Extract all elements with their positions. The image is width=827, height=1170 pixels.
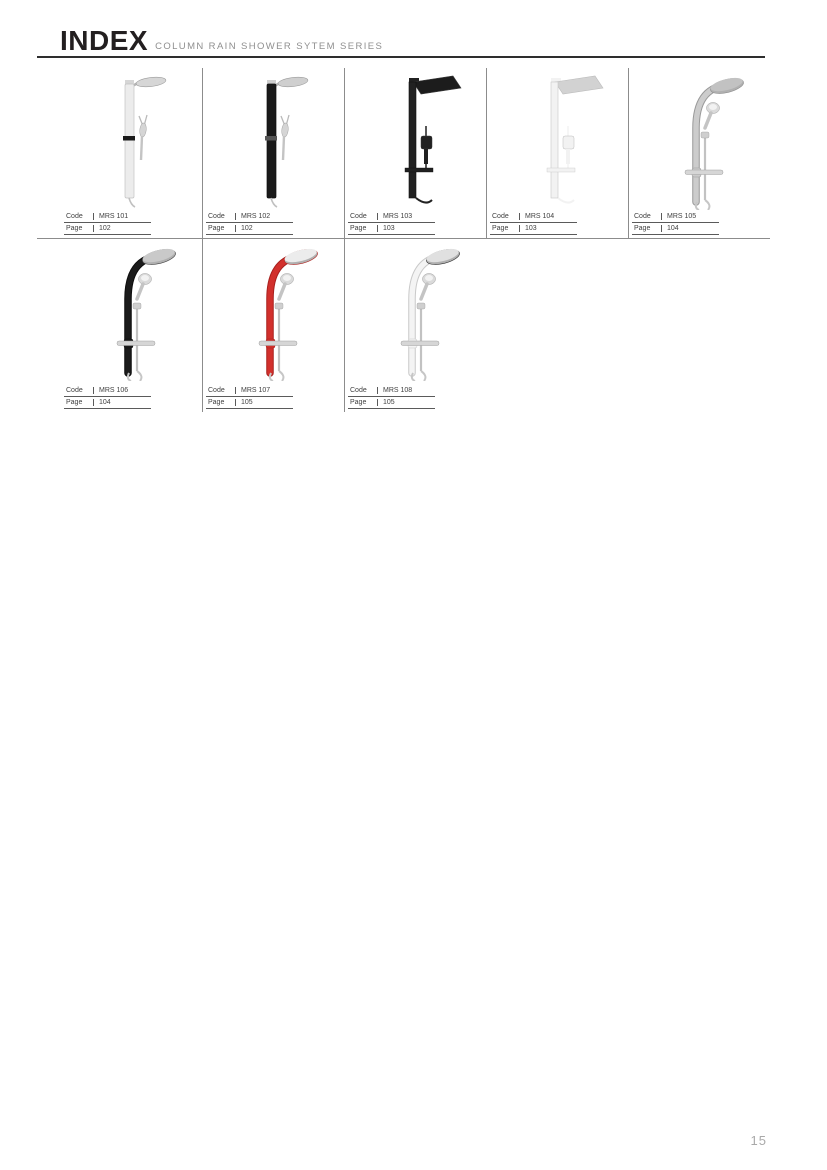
spec-label-code: Code (350, 387, 367, 394)
product-cell: Code MRS 105 Page 104 (629, 68, 771, 238)
product-page: 102 (235, 225, 293, 232)
product-image (361, 241, 471, 386)
spec-row-code: Code MRS 108 (348, 385, 435, 397)
shower-column-illustration (684, 77, 744, 211)
page-header: INDEX COLUMN RAIN SHOWER SYTEM SERIES (60, 27, 383, 55)
spec-row-code: Code MRS 102 (206, 211, 293, 223)
spec-row-page: Page 104 (632, 223, 719, 235)
shower-column-illustration (264, 76, 308, 208)
spec-label-page: Page (208, 225, 225, 232)
spec-table: Code MRS 104 Page 103 (490, 211, 577, 235)
product-page: 105 (377, 399, 435, 406)
product-cell: Code MRS 107 Page 105 (203, 239, 345, 412)
spec-row-code: Code MRS 107 (206, 385, 293, 397)
spec-label-page: Page (66, 225, 83, 232)
product-image (645, 70, 755, 215)
product-image (219, 241, 329, 386)
product-image (219, 70, 329, 215)
spec-label-page: Page (492, 225, 509, 232)
page-title: INDEX (60, 25, 149, 56)
spec-label-code: Code (350, 213, 367, 220)
product-cell: Code MRS 102 Page 102 (203, 68, 345, 238)
spec-table: Code MRS 105 Page 104 (632, 211, 719, 235)
spec-label-code: Code (208, 387, 225, 394)
spec-label-page: Page (350, 225, 367, 232)
spec-table: Code MRS 102 Page 102 (206, 211, 293, 235)
product-code: MRS 106 (93, 387, 151, 394)
shower-column-illustration (404, 75, 462, 204)
spec-label-page: Page (350, 399, 367, 406)
row-separator-rule (37, 238, 770, 239)
product-grid-row-1: Code MRS 101 Page 102 Code MRS 102 Page 102 Code… (61, 68, 771, 238)
spec-label-code: Code (492, 213, 509, 220)
product-code: MRS 107 (235, 387, 293, 394)
spec-row-code: Code MRS 103 (348, 211, 435, 223)
product-page: 102 (93, 225, 151, 232)
shower-column-illustration (116, 248, 176, 382)
product-page: 103 (519, 225, 577, 232)
product-code: MRS 102 (235, 213, 293, 220)
spec-row-page: Page 104 (64, 397, 151, 409)
shower-column-illustration (258, 248, 318, 382)
page-number: 15 (750, 1133, 767, 1148)
product-code: MRS 105 (661, 213, 719, 220)
spec-row-page: Page 105 (206, 397, 293, 409)
product-image (77, 241, 187, 386)
spec-label-code: Code (66, 213, 83, 220)
product-page: 105 (235, 399, 293, 406)
shower-column-illustration (546, 75, 604, 204)
product-code: MRS 104 (519, 213, 577, 220)
spec-row-code: Code MRS 104 (490, 211, 577, 223)
spec-row-code: Code MRS 106 (64, 385, 151, 397)
spec-label-page: Page (208, 399, 225, 406)
spec-row-page: Page 103 (490, 223, 577, 235)
spec-label-code: Code (634, 213, 651, 220)
product-cell: Code MRS 101 Page 102 (61, 68, 203, 238)
spec-row-page: Page 103 (348, 223, 435, 235)
spec-row-page: Page 105 (348, 397, 435, 409)
spec-table: Code MRS 106 Page 104 (64, 385, 151, 409)
spec-table: Code MRS 108 Page 105 (348, 385, 435, 409)
spec-row-code: Code MRS 105 (632, 211, 719, 223)
spec-table: Code MRS 103 Page 103 (348, 211, 435, 235)
shower-column-illustration (122, 76, 166, 208)
product-page: 103 (377, 225, 435, 232)
product-code: MRS 101 (93, 213, 151, 220)
product-cell: Code MRS 103 Page 103 (345, 68, 487, 238)
spec-row-code: Code MRS 101 (64, 211, 151, 223)
spec-table: Code MRS 107 Page 105 (206, 385, 293, 409)
shower-column-illustration (400, 248, 460, 382)
spec-table: Code MRS 101 Page 102 (64, 211, 151, 235)
product-grid-row-2: Code MRS 106 Page 104 Code MRS 107 Page 105 Code… (61, 239, 487, 412)
product-cell: Code MRS 108 Page 105 (345, 239, 487, 412)
product-cell: Code MRS 106 Page 104 (61, 239, 203, 412)
product-image (77, 70, 187, 215)
product-page: 104 (93, 399, 151, 406)
product-image (361, 70, 471, 215)
spec-row-page: Page 102 (206, 223, 293, 235)
product-code: MRS 103 (377, 213, 435, 220)
spec-label-page: Page (634, 225, 651, 232)
product-cell: Code MRS 104 Page 103 (487, 68, 629, 238)
spec-row-page: Page 102 (64, 223, 151, 235)
spec-label-code: Code (208, 213, 225, 220)
page-subtitle: COLUMN RAIN SHOWER SYTEM SERIES (155, 41, 384, 52)
spec-label-page: Page (66, 399, 83, 406)
product-image (503, 70, 613, 215)
header-rule (37, 56, 765, 58)
product-code: MRS 108 (377, 387, 435, 394)
product-page: 104 (661, 225, 719, 232)
spec-label-code: Code (66, 387, 83, 394)
